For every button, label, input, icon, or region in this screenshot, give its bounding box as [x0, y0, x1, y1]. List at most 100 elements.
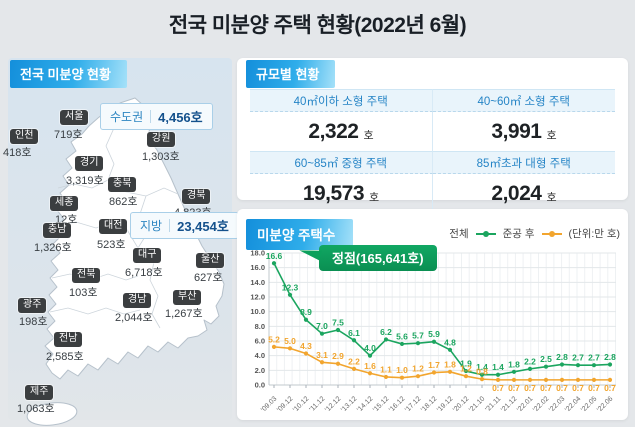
region-chip: 충북 — [108, 177, 137, 192]
region-chip: 인천 — [10, 129, 39, 144]
size-breakdown-panel: 규모별 현황 40㎡이하 소형 주택 40~60㎡ 소형 주택 2,322 호 … — [237, 58, 628, 214]
region-chip: 경기 — [75, 156, 104, 171]
regional-area-label: 지방 — [140, 219, 163, 233]
svg-text:'18.12: '18.12 — [420, 395, 438, 413]
legend-total-line-icon — [475, 229, 496, 238]
region-value: 103호 — [69, 287, 98, 299]
svg-text:2.7: 2.7 — [588, 353, 600, 363]
svg-text:'21.11: '21.11 — [484, 395, 502, 413]
size-table-header: 40~60㎡ 소형 주택 — [432, 89, 615, 112]
svg-text:'22.04: '22.04 — [564, 395, 582, 413]
svg-text:'09.03: '09.03 — [260, 395, 278, 413]
size-value: 3,991 — [491, 119, 542, 143]
svg-text:4.0: 4.0 — [255, 351, 265, 360]
svg-text:2.9: 2.9 — [332, 351, 344, 361]
unsold-trend-panel: 미분양 주택수 전체 준공 후 (단위:만 호) 0.0 2.0 4.0 6.0 8.0… — [237, 209, 628, 420]
region-chip: 강원 — [147, 132, 176, 147]
region-value: 1,303호 — [142, 151, 180, 163]
svg-text:4.0: 4.0 — [364, 343, 376, 353]
region-chip: 대전 — [99, 219, 128, 234]
size-table-header: 40㎡이하 소형 주택 — [250, 89, 433, 112]
callout-divider — [150, 110, 152, 123]
svg-text:'22.06: '22.06 — [596, 395, 614, 413]
region-chip: 부산 — [173, 290, 202, 305]
size-table-value: 19,573 호 — [250, 174, 433, 213]
svg-text:'21.12: '21.12 — [500, 395, 518, 413]
size-value: 2,024 — [491, 181, 542, 205]
svg-text:'16.12: '16.12 — [388, 395, 406, 413]
svg-text:'15.12: '15.12 — [372, 395, 390, 413]
svg-text:2.8: 2.8 — [604, 352, 616, 362]
svg-text:18.0: 18.0 — [250, 249, 265, 258]
legend-label-completed: 준공 후 — [502, 228, 535, 240]
region-chip: 전남 — [54, 332, 83, 347]
callout-divider — [169, 219, 171, 232]
legend-completed-line-icon — [541, 229, 562, 238]
svg-text:'11.12: '11.12 — [308, 395, 326, 413]
region-value: 418호 — [3, 147, 32, 159]
svg-text:12.3: 12.3 — [282, 282, 299, 292]
size-unit: 호 — [363, 130, 374, 142]
svg-text:0.7: 0.7 — [588, 383, 600, 393]
size-table-value: 2,024 호 — [433, 174, 616, 213]
region-value: 2,044호 — [115, 312, 153, 324]
svg-text:5.7: 5.7 — [412, 331, 424, 341]
svg-text:5.0: 5.0 — [284, 336, 296, 346]
svg-text:5.9: 5.9 — [428, 329, 440, 339]
svg-text:'22.01: '22.01 — [516, 395, 534, 413]
region-value: 3,319호 — [66, 175, 104, 187]
svg-text:4.8: 4.8 — [444, 337, 456, 347]
svg-text:'21.10: '21.10 — [468, 395, 486, 413]
svg-text:'17.12: '17.12 — [404, 395, 422, 413]
region-chip: 경남 — [123, 293, 152, 308]
svg-text:6.1: 6.1 — [348, 328, 360, 338]
region-chip: 서울 — [60, 110, 89, 125]
svg-text:1.6: 1.6 — [364, 361, 376, 371]
regional-area-value: 23,454호 — [177, 219, 229, 234]
region-value: 6,718호 — [125, 267, 163, 279]
svg-text:'12.12: '12.12 — [324, 395, 342, 413]
svg-text:5.6: 5.6 — [396, 331, 408, 341]
svg-text:2.7: 2.7 — [572, 353, 584, 363]
svg-text:'09.12: '09.12 — [276, 395, 294, 413]
size-table-value: 3,991 호 — [433, 112, 616, 151]
capital-area-value: 4,456호 — [158, 110, 203, 125]
svg-text:'19.12: '19.12 — [436, 395, 454, 413]
svg-text:1.8: 1.8 — [444, 359, 456, 369]
region-value: 1,063호 — [17, 403, 55, 415]
svg-text:0.7: 0.7 — [524, 383, 536, 393]
svg-text:'22.02: '22.02 — [532, 395, 550, 413]
size-table: 40㎡이하 소형 주택 40~60㎡ 소형 주택 2,322 호 3,991 호… — [250, 89, 615, 214]
svg-text:8.0: 8.0 — [255, 322, 265, 331]
svg-text:12.0: 12.0 — [250, 293, 265, 302]
svg-text:0.0: 0.0 — [255, 381, 265, 390]
svg-text:10.0: 10.0 — [250, 307, 265, 316]
region-value: 2,585호 — [46, 351, 84, 363]
svg-text:7.0: 7.0 — [316, 321, 328, 331]
svg-text:2.2: 2.2 — [348, 356, 360, 366]
svg-text:16.6: 16.6 — [266, 251, 283, 261]
svg-text:0.7: 0.7 — [508, 383, 520, 393]
regional-area-callout: 지방 23,454호 — [130, 212, 239, 239]
region-value: 523호 — [97, 239, 126, 251]
svg-text:2.2: 2.2 — [524, 356, 536, 366]
svg-text:1.7: 1.7 — [428, 360, 440, 370]
region-value: 719호 — [54, 129, 83, 141]
svg-text:1.9: 1.9 — [460, 359, 472, 369]
map-panel-header: 전국 미분양 현황 — [10, 60, 127, 88]
svg-text:'10.12: '10.12 — [292, 395, 310, 413]
svg-text:'20.12: '20.12 — [452, 395, 470, 413]
region-value: 1,267호 — [165, 308, 203, 320]
svg-text:0.7: 0.7 — [540, 383, 552, 393]
capital-area-callout: 수도권 4,456호 — [100, 103, 213, 130]
svg-text:2.5: 2.5 — [540, 354, 552, 364]
svg-text:6.2: 6.2 — [380, 327, 392, 337]
region-value: 1,326호 — [34, 242, 72, 254]
svg-text:'22.05: '22.05 — [580, 395, 598, 413]
region-value: 198호 — [19, 316, 48, 328]
svg-text:1.4: 1.4 — [492, 362, 504, 372]
svg-text:6.0: 6.0 — [255, 337, 265, 346]
region-chip: 대구 — [133, 248, 162, 263]
size-unit: 호 — [369, 192, 379, 204]
